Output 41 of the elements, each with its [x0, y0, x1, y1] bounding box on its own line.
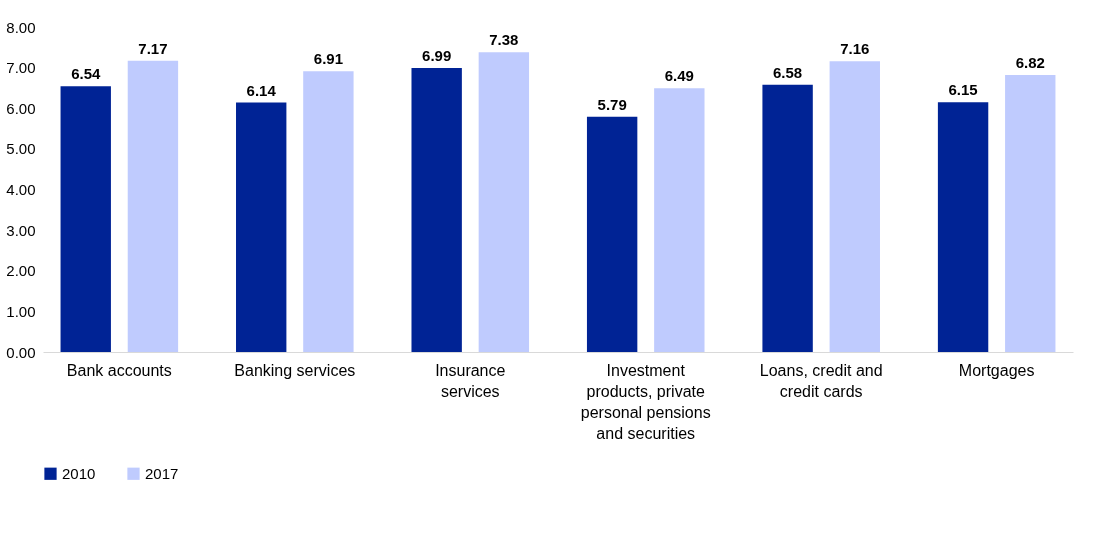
y-tick-label: 1.00 [6, 302, 36, 320]
data-label: 6.54 [71, 65, 101, 83]
y-tick-label: 8.00 [6, 18, 36, 36]
data-label: 6.58 [773, 63, 803, 81]
bar [829, 61, 880, 352]
bar [236, 102, 287, 352]
y-tick-label: 4.00 [6, 181, 36, 198]
y-tick-label: 7.00 [6, 59, 36, 77]
x-tick-label: Mortgages [958, 361, 1035, 379]
bar [478, 52, 530, 352]
data-label: 6.49 [664, 67, 694, 85]
data-label: 6.99 [422, 47, 452, 65]
bar [937, 102, 989, 352]
y-tick-label: 6.00 [6, 99, 36, 117]
data-label: 7.38 [489, 31, 519, 49]
bar [60, 86, 111, 352]
data-label: 6.14 [246, 81, 277, 99]
bar [654, 88, 705, 352]
x-tick-label: Investment products, private personal pensions and securities [580, 361, 711, 442]
x-tick-label: Loans, credit and credit cards [759, 361, 883, 400]
data-label: 7.16 [840, 40, 870, 58]
data-label: 6.91 [313, 50, 343, 68]
y-tick-label: 0.00 [6, 343, 36, 361]
legend-label: 2010 [62, 464, 96, 482]
legend-label: 2017 [145, 464, 179, 482]
data-label: 7.17 [138, 39, 168, 57]
bar [762, 84, 813, 352]
data-label: 6.15 [948, 81, 978, 99]
bar [127, 60, 179, 352]
y-tick-label: 2.00 [6, 262, 36, 280]
data-label: 5.79 [597, 95, 627, 113]
bar [586, 116, 638, 352]
y-tick-label: 5.00 [6, 140, 36, 158]
bar [1005, 74, 1056, 352]
bar [303, 71, 354, 352]
x-tick-label: Insurance services [435, 361, 506, 400]
data-label: 6.82 [1015, 53, 1045, 71]
bar [411, 68, 462, 352]
y-tick-label: 3.00 [6, 221, 36, 239]
x-tick-label: Banking services [234, 361, 356, 379]
x-tick-label: Bank accounts [66, 361, 172, 379]
